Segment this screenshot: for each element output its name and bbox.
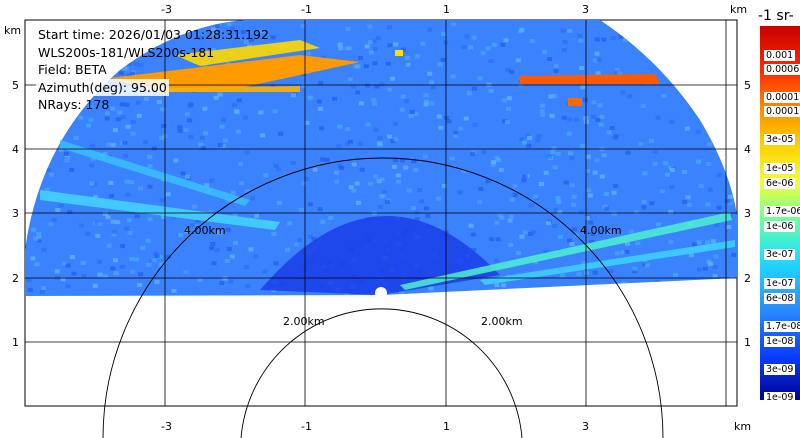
- x-tick-bottom: -3: [161, 420, 172, 433]
- colorbar-label: 1e-08: [764, 336, 796, 347]
- x-tick-bottom: 1: [443, 420, 450, 433]
- ring-label-2km-left: 2.00km: [283, 315, 325, 328]
- x-tick-top: -1: [301, 3, 312, 16]
- spot-right: [568, 98, 582, 106]
- y-tick-left: 5: [12, 79, 19, 92]
- y-tick-left: 3: [12, 207, 19, 220]
- colorbar-label: 6e-06: [764, 178, 796, 189]
- colorbar-label: 1e-09: [764, 392, 796, 403]
- near-range-core: [260, 216, 500, 295]
- layer-top-left: [110, 55, 360, 92]
- y-tick-right: 1: [744, 336, 751, 349]
- ring-label-2km-right: 2.00km: [481, 315, 523, 328]
- y-unit-left: km: [4, 24, 21, 37]
- x-tick-top: -3: [161, 3, 172, 16]
- y-tick-left: 1: [12, 336, 19, 349]
- band-left: [40, 190, 280, 230]
- start-time: Start time: 2026/01/03 01:28:31.192: [38, 27, 269, 42]
- band-right: [400, 212, 732, 290]
- colorbar-label: 3e-07: [764, 249, 796, 260]
- colorbar-label: 0.001: [764, 50, 796, 61]
- band-left-2: [60, 140, 250, 206]
- x-tick-top: 3: [582, 3, 589, 16]
- layer-top-left-3: [160, 86, 300, 92]
- colorbar-label: 1.7e-06: [764, 206, 800, 217]
- colorbar-label: 0.0001: [764, 106, 800, 117]
- colorbar-label: 0.0006: [764, 64, 800, 75]
- band-right-2: [480, 240, 735, 285]
- y-tick-right: 2: [744, 272, 751, 285]
- spot-top: [395, 50, 403, 56]
- y-tick-left: 4: [12, 143, 19, 156]
- y-tick-right: 3: [744, 207, 751, 220]
- ring-label-4km-right: 4.00km: [580, 224, 622, 237]
- layer-top-right: [520, 74, 660, 84]
- colorbar-label: 6e-08: [764, 293, 796, 304]
- colorbar-label: 0.00017: [764, 92, 800, 103]
- y-tick-left: 2: [12, 272, 19, 285]
- grid: [25, 20, 737, 406]
- origin-mask: [375, 287, 387, 299]
- range-rings: [102, 157, 664, 438]
- colorbar-label: 1e-06: [764, 221, 796, 232]
- instrument-name: WLS200s-181/WLS200s-181: [38, 44, 215, 60]
- field-name: Field: BETA: [38, 62, 107, 77]
- y-tick-right: 5: [744, 79, 751, 92]
- colorbar-label: 1e-07: [764, 278, 796, 289]
- azimuth: Azimuth(deg): 95.00: [36, 78, 169, 96]
- plot-info: Start time: 2026/01/03 01:28:31.192 WLS2…: [36, 26, 269, 114]
- ring-label-4km-left: 4.00km: [184, 224, 226, 237]
- x-unit-bottom: km: [734, 420, 751, 433]
- x-tick-bottom: 3: [582, 420, 589, 433]
- y-tick-right: 4: [744, 143, 751, 156]
- x-unit-top: km: [730, 3, 747, 16]
- layer-top-left-2: [175, 40, 320, 66]
- colorbar-label: 3e-09: [764, 364, 796, 375]
- x-tick-top: 1: [443, 3, 450, 16]
- nrays: NRays: 178: [38, 97, 110, 112]
- colorbar-label: 1e-05: [764, 163, 796, 174]
- colorbar-label: 3e-05: [764, 134, 796, 145]
- colorbar-label: 1.7e-08: [764, 321, 800, 332]
- x-tick-bottom: -1: [301, 420, 312, 433]
- colorbar-title: -1 sr-: [758, 8, 794, 24]
